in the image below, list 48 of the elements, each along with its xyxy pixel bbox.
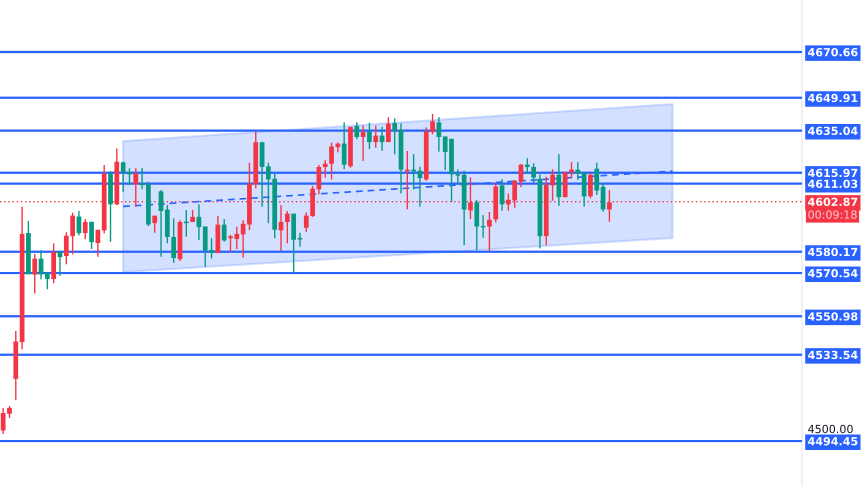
candlestick — [222, 218, 227, 242]
y-tick-label: 4550.98 — [808, 312, 858, 321]
candlestick — [582, 172, 587, 208]
candlestick — [360, 124, 366, 162]
candlestick — [127, 168, 132, 186]
candlestick — [386, 116, 391, 142]
y-tick-label: 4670.66 — [808, 48, 858, 56]
y-tick-label: 4494.45 — [808, 437, 858, 446]
y-tick-label: 4611.03 — [808, 180, 858, 188]
candlestick — [96, 229, 100, 258]
candlestick — [171, 218, 176, 264]
candlestick — [373, 124, 378, 148]
text: 00:09:18 — [808, 210, 857, 219]
candlestick — [70, 212, 75, 256]
candlestick — [152, 215, 158, 234]
candlestick — [89, 221, 94, 250]
candlestick — [120, 160, 126, 192]
candlestick — [569, 161, 574, 180]
y-tick-label: 4570.54 — [808, 269, 858, 278]
candlestick — [588, 172, 593, 199]
candlestick — [82, 218, 88, 240]
candlestick — [556, 153, 562, 206]
candlestick — [524, 158, 530, 175]
candlestick — [607, 189, 612, 222]
y-tick-label: 4533.54 — [808, 350, 858, 360]
y-tick-label: 4500.00 — [808, 424, 853, 434]
candlestick — [76, 210, 82, 236]
candlestick — [575, 161, 580, 181]
y-tick-label: 4615.97 — [808, 168, 858, 178]
y-tick-label: 4649.91 — [808, 94, 858, 102]
candlestick — [380, 126, 384, 152]
candlestick — [278, 204, 284, 252]
y-tick-label: 4635.04 — [808, 126, 858, 136]
candlestick — [32, 253, 38, 294]
candlestick — [284, 210, 290, 244]
candlestick — [58, 251, 62, 276]
candlestick — [342, 122, 347, 170]
candlestick — [190, 209, 195, 222]
y-tick-label: 4602.87 — [808, 198, 858, 206]
candlestick — [500, 178, 504, 212]
candlestick — [184, 209, 189, 238]
candlestick — [322, 159, 328, 178]
candlestick — [531, 162, 536, 184]
candlestick — [354, 122, 360, 140]
candlestick — [64, 232, 69, 266]
candlestick — [367, 122, 372, 150]
candlestick — [487, 211, 492, 252]
y-tick-label: 4580.17 — [808, 248, 858, 256]
